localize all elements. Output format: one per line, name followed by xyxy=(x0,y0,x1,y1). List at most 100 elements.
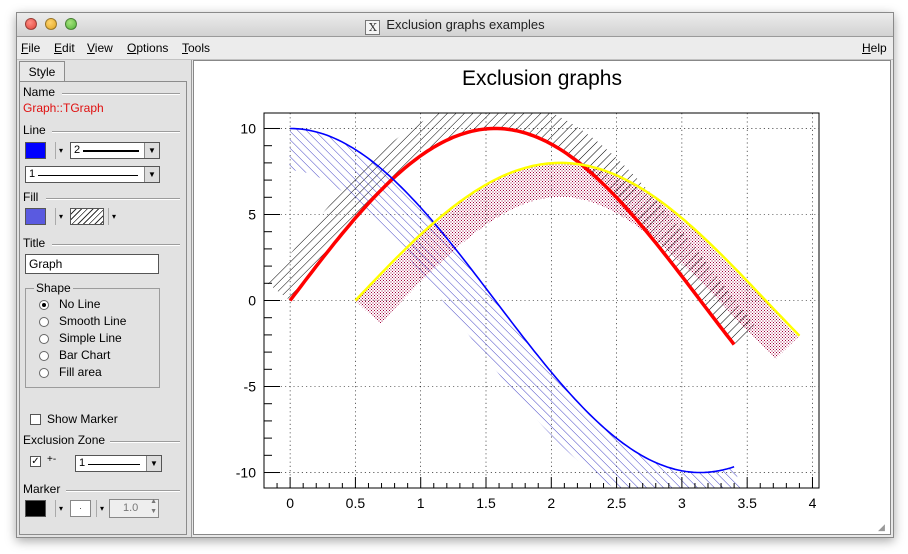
shape-label: Shape xyxy=(34,281,73,295)
exclusion-sign: +- xyxy=(47,454,57,465)
y-tick-label: 5 xyxy=(248,206,256,222)
menu-view[interactable]: View xyxy=(87,41,113,55)
fill-label: Fill xyxy=(23,190,39,204)
radio-bar-chart[interactable] xyxy=(39,351,49,361)
x-tick-label: 3 xyxy=(678,495,686,511)
menu-bar: File Edit View Options Tools Help xyxy=(17,37,893,60)
canvas-area[interactable]: Exclusion graphs 0 0.5 1 1.5 2 2.5 3 3.5 4 10 5 0 -5… xyxy=(193,60,891,535)
divider xyxy=(52,131,180,133)
x11-icon: X xyxy=(365,20,381,35)
fill-color-dropdown[interactable]: ▾ xyxy=(55,208,66,225)
x-tick-label: 3.5 xyxy=(737,495,757,511)
x-tick-label: 1.5 xyxy=(476,495,496,511)
title-bar[interactable]: X Exclusion graphs examples xyxy=(17,13,893,37)
marker-style-swatch[interactable]: · xyxy=(70,500,91,517)
x-tick-label: 0.5 xyxy=(346,495,366,511)
radio-fill-area[interactable] xyxy=(39,368,49,378)
series-curve-0[interactable] xyxy=(288,126,736,346)
y-tick-label: -5 xyxy=(244,379,257,395)
fill-pattern-dropdown[interactable]: ▾ xyxy=(108,208,119,225)
window-title: Exclusion graphs examples xyxy=(386,17,545,32)
radio-smooth-line-label: Smooth Line xyxy=(59,314,127,328)
fill-color-swatch[interactable] xyxy=(25,208,46,225)
divider xyxy=(110,441,180,443)
exclusion-zone-0 xyxy=(267,113,757,345)
minimize-window-button[interactable] xyxy=(45,18,57,30)
tab-style[interactable]: Style xyxy=(19,61,65,82)
close-window-button[interactable] xyxy=(25,18,37,30)
line-label: Line xyxy=(23,123,46,137)
title-label: Title xyxy=(23,236,46,250)
series-curve-1[interactable] xyxy=(290,127,735,474)
line-width-select[interactable]: 2 ▼ xyxy=(70,142,160,159)
resize-grip-icon[interactable]: ◢ xyxy=(878,522,885,532)
menu-file[interactable]: File xyxy=(21,41,41,55)
exclusion-graph-chart[interactable]: Exclusion graphs 0 0.5 1 1.5 2 2.5 3 3.5 4 10 5 0 -5… xyxy=(194,61,890,534)
exclusion-zone-label: Exclusion Zone xyxy=(23,433,106,447)
marker-style-dropdown[interactable]: ▾ xyxy=(96,500,107,517)
tick-labels: 0 0.5 1 1.5 2 2.5 3 3.5 4 10 5 0 -5 -10 xyxy=(236,120,817,511)
exclusion-zones xyxy=(267,113,800,488)
radio-simple-line-label: Simple Line xyxy=(59,331,122,345)
chevron-down-icon[interactable]: ▼ xyxy=(146,456,161,471)
radio-bar-chart-label: Bar Chart xyxy=(59,348,111,362)
marker-color-swatch[interactable] xyxy=(25,500,46,517)
divider xyxy=(46,198,180,200)
ticks xyxy=(264,127,813,488)
exclusion-zone-2 xyxy=(355,162,800,360)
line-style-preview xyxy=(38,175,138,176)
zoom-window-button[interactable] xyxy=(65,18,77,30)
divider xyxy=(52,244,180,246)
radio-simple-line[interactable] xyxy=(39,334,49,344)
marker-color-dropdown[interactable]: ▾ xyxy=(55,500,66,517)
menu-edit[interactable]: Edit xyxy=(54,41,75,55)
chart-title: Exclusion graphs xyxy=(462,67,622,90)
style-editor-panel: Style Name Graph::TGraph Line ▾ 2 ▼ 1 ▼ … xyxy=(17,60,192,537)
chevron-down-icon[interactable]: ▼ xyxy=(144,143,159,158)
exclusion-zone-select[interactable]: 1 ▼ xyxy=(75,455,162,472)
fill-pattern-swatch[interactable] xyxy=(70,208,104,225)
x-tick-label: 4 xyxy=(809,495,817,511)
marker-label: Marker xyxy=(23,482,61,496)
shape-group: Shape No Line Smooth Line Simple Line Ba… xyxy=(25,281,160,388)
show-marker-checkbox[interactable] xyxy=(30,414,41,425)
line-style-select[interactable]: 1 ▼ xyxy=(25,166,160,183)
divider xyxy=(62,93,180,95)
x-tick-label: 0 xyxy=(286,495,294,511)
exclusion-zone-checkbox[interactable]: ✓ xyxy=(30,456,41,467)
menu-tools[interactable]: Tools xyxy=(182,41,211,55)
line-style-value: 1 xyxy=(29,168,36,180)
curves xyxy=(288,126,801,474)
exclusion-zone-value: 1 xyxy=(79,457,86,469)
x-tick-label: 1 xyxy=(417,495,425,511)
window-title-wrap: X Exclusion graphs examples xyxy=(17,13,893,36)
line-color-dropdown[interactable]: ▾ xyxy=(55,142,66,159)
title-input[interactable]: Graph xyxy=(25,254,159,274)
object-name: Graph::TGraph xyxy=(23,101,104,115)
radio-fill-area-label: Fill area xyxy=(59,365,102,379)
exclusion-zone-1 xyxy=(289,128,741,488)
exclusion-zone-preview xyxy=(88,464,140,465)
show-marker-label: Show Marker xyxy=(47,412,118,426)
radio-no-line[interactable] xyxy=(39,300,49,310)
y-tick-label: 10 xyxy=(240,120,256,136)
menu-help[interactable]: Help xyxy=(862,41,887,55)
marker-size-value: 1.0 xyxy=(123,502,139,514)
line-width-value: 2 xyxy=(74,144,81,156)
radio-smooth-line[interactable] xyxy=(39,317,49,327)
radio-no-line-label: No Line xyxy=(59,297,101,311)
chevron-down-icon[interactable]: ▼ xyxy=(144,167,159,182)
marker-size-spinner[interactable]: 1.0 ▲ ▼ xyxy=(109,498,159,518)
menu-options[interactable]: Options xyxy=(127,41,169,55)
series-curve-2[interactable] xyxy=(354,161,801,337)
app-window: X Exclusion graphs examples File Edit Vie… xyxy=(16,12,894,538)
spin-down-icon[interactable]: ▼ xyxy=(150,508,157,515)
name-label: Name xyxy=(23,85,56,99)
y-tick-label: 0 xyxy=(248,293,256,309)
line-color-swatch[interactable] xyxy=(25,142,46,159)
divider xyxy=(66,490,180,492)
y-tick-label: -10 xyxy=(236,465,256,481)
x-tick-label: 2 xyxy=(547,495,555,511)
spin-up-icon[interactable]: ▲ xyxy=(150,498,157,505)
line-width-preview xyxy=(83,150,139,152)
